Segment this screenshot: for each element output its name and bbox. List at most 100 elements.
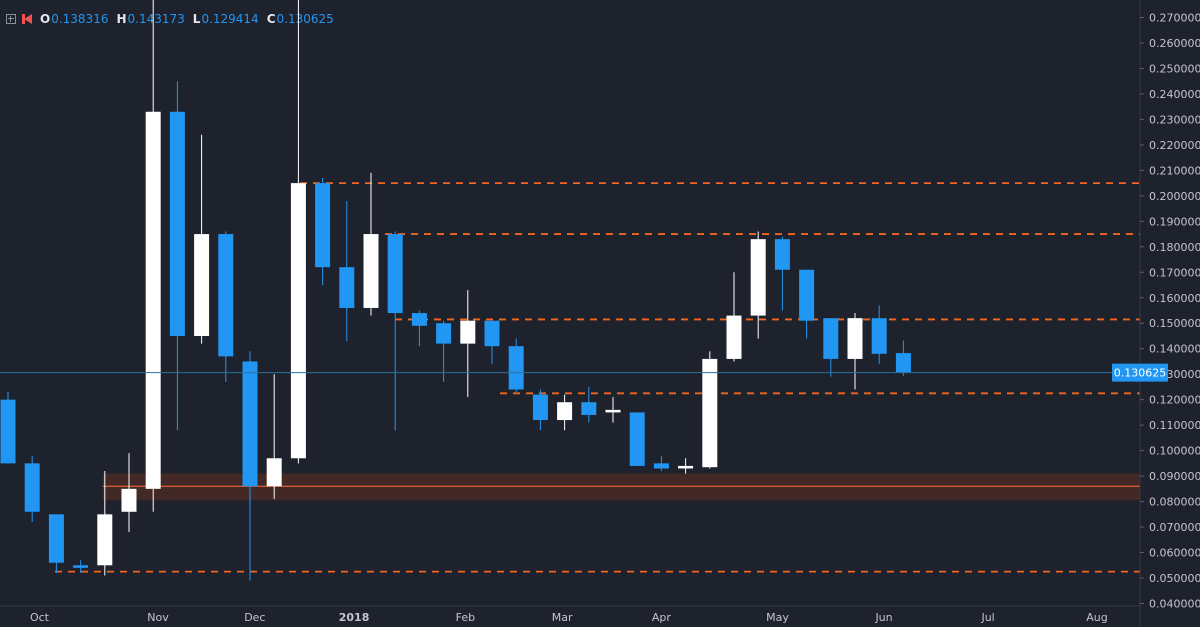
y-tick-label: 0.150000	[1149, 317, 1200, 330]
candle-body	[387, 234, 403, 314]
candle	[532, 389, 548, 431]
candle-body	[411, 313, 427, 326]
candle-body	[823, 318, 839, 359]
candle	[726, 272, 742, 362]
candle-body	[290, 183, 306, 459]
y-tick-label: 0.250000	[1149, 62, 1200, 75]
candle-body	[847, 318, 863, 359]
y-tick-label: 0.220000	[1149, 139, 1200, 152]
candle-body	[24, 463, 40, 512]
y-tick-label: 0.120000	[1149, 394, 1200, 407]
low-label: L	[192, 12, 201, 26]
candle	[145, 0, 161, 512]
candle-body	[750, 239, 766, 316]
candle-body	[532, 394, 548, 421]
candle	[290, 0, 306, 464]
candle	[774, 236, 790, 311]
candle	[895, 340, 911, 376]
horizontal-levels-layer	[55, 182, 1140, 573]
symbol-logo-icon	[22, 14, 32, 24]
y-tick-label: 0.040000	[1149, 598, 1200, 611]
candle-body	[97, 514, 113, 566]
y-tick-label: 0.140000	[1149, 343, 1200, 356]
candle	[266, 374, 282, 500]
current-price-label: 0.130625	[1112, 363, 1168, 382]
high-value: 0.143173	[127, 12, 185, 26]
crosshair-icon[interactable]	[6, 14, 16, 24]
candle	[508, 338, 524, 393]
candle-body	[0, 399, 16, 464]
x-tick-label: Aug	[1086, 611, 1107, 624]
candle-body	[605, 409, 621, 413]
x-tick-label: Jul	[980, 611, 994, 624]
candle-body	[48, 514, 64, 563]
candle	[436, 320, 452, 382]
candle-body	[629, 412, 645, 466]
candle-body	[121, 488, 137, 512]
candle-body	[242, 361, 258, 487]
x-tick-label: Jun	[874, 611, 892, 624]
current-price-label-bg	[1112, 363, 1168, 382]
candle	[315, 178, 331, 286]
close-label: C	[266, 12, 276, 26]
candle-body	[774, 239, 790, 270]
candle	[242, 351, 258, 581]
candles-layer	[0, 0, 911, 581]
x-tick-label: 2018	[339, 611, 370, 624]
y-tick-label: 0.060000	[1149, 547, 1200, 560]
x-tick-label: Nov	[147, 611, 169, 624]
y-tick-label: 0.160000	[1149, 292, 1200, 305]
candle	[823, 318, 839, 377]
y-tick-label: 0.110000	[1149, 419, 1200, 432]
candle	[0, 392, 16, 464]
candle-body	[266, 458, 282, 487]
candle	[847, 313, 863, 390]
y-tick-label: 0.210000	[1149, 164, 1200, 177]
candle-body	[315, 183, 331, 268]
candle-body	[339, 267, 355, 308]
candle	[97, 471, 113, 576]
candle-body	[581, 402, 597, 415]
high-label: H	[116, 12, 127, 26]
candle-body	[484, 320, 500, 347]
candle	[484, 320, 500, 365]
candle-body	[218, 234, 234, 357]
candle-body	[363, 234, 379, 308]
y-tick-label: 0.230000	[1149, 113, 1200, 126]
candle	[363, 172, 379, 316]
candle	[557, 394, 573, 431]
low-value: 0.129414	[201, 12, 259, 26]
candle	[339, 200, 355, 342]
candle	[194, 134, 210, 344]
candle-body	[799, 269, 815, 321]
candle	[750, 231, 766, 339]
candle-body	[702, 358, 718, 468]
candle-body	[895, 353, 911, 373]
x-tick-label: Apr	[652, 611, 672, 624]
x-tick-label: May	[766, 611, 789, 624]
support-zone-layer	[102, 473, 1140, 501]
y-tick-label: 0.050000	[1149, 572, 1200, 585]
candle-body	[557, 402, 573, 421]
y-tick-label: 0.180000	[1149, 241, 1200, 254]
candle	[799, 269, 815, 339]
candle	[121, 453, 137, 533]
candle	[218, 231, 234, 382]
x-tick-label: Oct	[30, 611, 50, 624]
y-tick-label: 0.260000	[1149, 37, 1200, 50]
y-tick-label: 0.190000	[1149, 215, 1200, 228]
ohlc-legend: O 0.138316 H 0.143173 L 0.129414 C 0.130…	[6, 11, 342, 27]
candle	[460, 290, 476, 398]
candle-body	[653, 463, 669, 469]
x-tick-label: Feb	[456, 611, 475, 624]
x-tick-label: Dec	[244, 611, 265, 624]
y-tick-label: 0.270000	[1149, 12, 1200, 25]
y-tick-label: 0.080000	[1149, 496, 1200, 509]
open-label: O	[40, 12, 51, 26]
y-tick-label: 0.070000	[1149, 521, 1200, 534]
candle	[73, 560, 89, 573]
candle-body	[678, 465, 694, 469]
candle	[871, 305, 887, 365]
